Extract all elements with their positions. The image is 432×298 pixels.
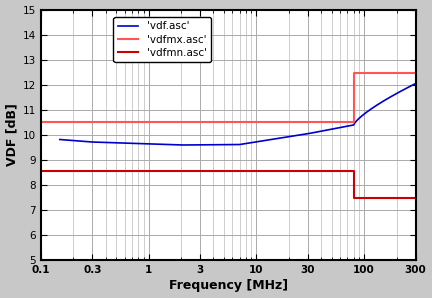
- Legend: 'vdf.asc', 'vdfmx.asc', 'vdfmn.asc': 'vdf.asc', 'vdfmx.asc', 'vdfmn.asc': [114, 17, 211, 62]
- X-axis label: Frequency [MHz]: Frequency [MHz]: [168, 280, 288, 292]
- Y-axis label: VDF [dB]: VDF [dB]: [6, 103, 19, 166]
